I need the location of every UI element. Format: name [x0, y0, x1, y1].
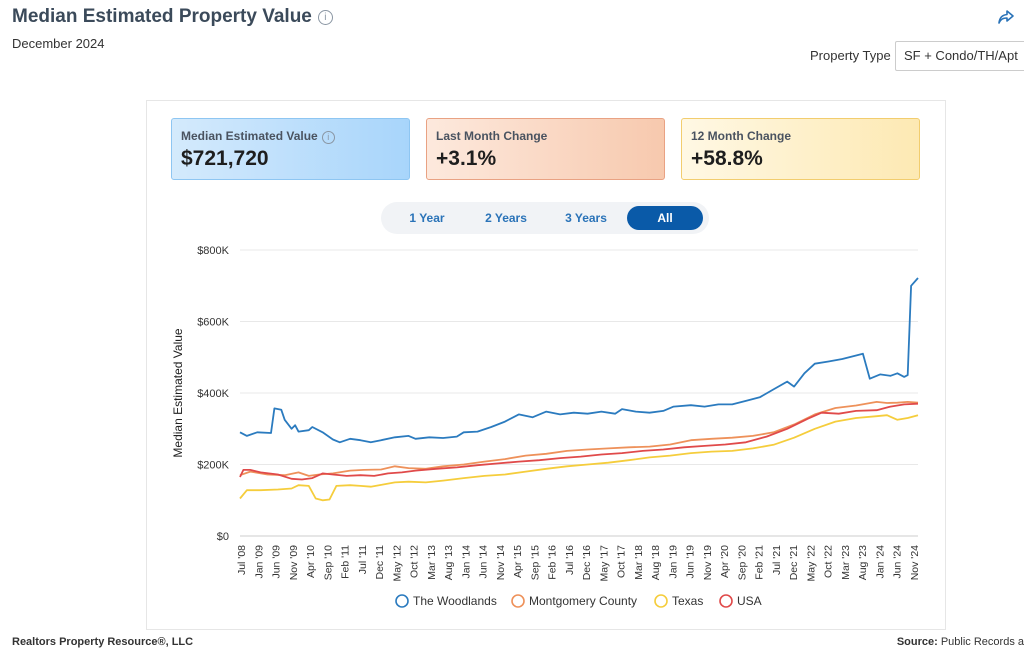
- x-tick-label: May '17: [598, 545, 610, 582]
- x-tick-label: Aug '18: [650, 545, 662, 580]
- x-tick-label: Jul '08: [236, 545, 248, 575]
- card-value: +58.8%: [691, 147, 763, 170]
- range-2-years-button[interactable]: 2 Years: [485, 211, 527, 225]
- x-tick-label: Apr '20: [719, 545, 731, 578]
- card-label: Last Month Change: [436, 129, 548, 143]
- x-tick-label: Apr '10: [305, 545, 317, 578]
- x-tick-label: Jan '14: [460, 545, 472, 579]
- range-1-year-button[interactable]: 1 Year: [409, 211, 445, 225]
- x-tick-label: Oct '17: [616, 545, 628, 578]
- x-tick-label: May '22: [805, 545, 817, 582]
- time-range-selector: 1 Year 2 Years 3 Years All: [381, 202, 709, 234]
- x-tick-label: Dec '16: [581, 545, 593, 580]
- x-tick-label: Oct '22: [823, 545, 835, 578]
- property-type-select[interactable]: SF + Condo/TH/Apt: [895, 41, 1024, 71]
- x-tick-label: Nov '09: [288, 545, 300, 580]
- range-3-years-button[interactable]: 3 Years: [565, 211, 607, 225]
- legend-marker: [719, 594, 733, 608]
- x-tick-label: Sep '10: [322, 545, 334, 580]
- legend-marker: [511, 594, 525, 608]
- x-tick-label: Jul '16: [564, 545, 576, 575]
- x-tick-label: Aug '23: [857, 545, 869, 580]
- x-tick-label: Apr '15: [512, 545, 524, 578]
- series-line-texas: [239, 414, 919, 502]
- card-label: 12 Month Change: [691, 129, 792, 143]
- legend-label: Texas: [672, 594, 703, 608]
- x-tick-label: Feb '16: [547, 545, 559, 580]
- legend-marker: [654, 594, 668, 608]
- info-icon[interactable]: i: [321, 131, 335, 144]
- footer-source: Source: Public Records a: [897, 636, 1024, 648]
- x-tick-label: Jun '14: [478, 545, 490, 579]
- page-title: Median Estimated Property Value i: [12, 6, 333, 28]
- last-month-change-card: Last Month Change +3.1%: [426, 118, 665, 180]
- y-tick-label: $600K: [197, 317, 229, 329]
- legend-label: USA: [737, 594, 762, 608]
- x-tick-label: Oct '12: [409, 545, 421, 578]
- y-tick-label: $400K: [197, 388, 229, 400]
- median-value-card: Median Estimated Value i $721,720: [171, 118, 410, 180]
- x-tick-label: Sep '15: [529, 545, 541, 580]
- x-tick-label: Mar '18: [633, 545, 645, 580]
- x-tick-label: Jun '24: [892, 545, 904, 579]
- x-tick-label: Feb '11: [340, 545, 352, 579]
- x-tick-label: Mar '23: [840, 545, 852, 580]
- legend-label: Montgomery County: [529, 594, 637, 608]
- x-tick-label: May '12: [391, 545, 403, 582]
- y-axis-label: Median Estimated Value: [171, 328, 185, 458]
- page-subtitle: December 2024: [12, 36, 105, 51]
- x-tick-label: Jul '11: [357, 545, 369, 574]
- footer-credit: Realtors Property Resource®, LLC: [12, 636, 194, 648]
- x-tick-label: Jun '09: [271, 545, 283, 579]
- x-tick-label: Feb '21: [754, 545, 766, 580]
- x-tick-label: Nov '14: [495, 545, 507, 580]
- y-tick-label: $0: [217, 531, 229, 543]
- y-tick-label: $800K: [197, 245, 229, 257]
- card-label: Median Estimated Value i: [181, 129, 335, 144]
- series-line-usa: [239, 402, 919, 481]
- x-tick-label: Nov '24: [909, 545, 921, 580]
- page-title-text: Median Estimated Property Value: [12, 6, 312, 27]
- twelve-month-change-card: 12 Month Change +58.8%: [681, 118, 920, 180]
- x-tick-label: Jul '21: [771, 545, 783, 575]
- legend-label: The Woodlands: [413, 594, 497, 608]
- card-label-text: Median Estimated Value: [181, 129, 318, 143]
- card-value: $721,720: [181, 147, 269, 170]
- x-tick-label: Nov '19: [702, 545, 714, 580]
- footer-source-label: Source:: [896, 636, 938, 648]
- range-all-button[interactable]: All: [627, 206, 703, 230]
- series-line-the-woodlands: [239, 277, 919, 444]
- x-tick-label: Jun '19: [685, 545, 697, 579]
- x-tick-label: Dec '21: [788, 545, 800, 580]
- x-tick-label: Aug '13: [443, 545, 455, 580]
- property-type-label: Property Type: [810, 48, 891, 63]
- x-tick-label: Mar '13: [426, 545, 438, 580]
- card-value: +3.1%: [436, 147, 497, 170]
- legend-marker: [395, 594, 409, 608]
- x-tick-label: Sep '20: [736, 545, 748, 580]
- info-icon[interactable]: i: [317, 10, 333, 25]
- x-tick-label: Jan '24: [874, 545, 886, 579]
- footer-source-text: Public Records a: [940, 636, 1024, 648]
- share-icon[interactable]: [996, 7, 1016, 27]
- y-tick-label: $200K: [197, 460, 229, 472]
- x-tick-label: Dec '11: [374, 545, 386, 580]
- x-tick-label: Jan '09: [253, 545, 265, 579]
- x-tick-label: Jan '19: [667, 545, 679, 579]
